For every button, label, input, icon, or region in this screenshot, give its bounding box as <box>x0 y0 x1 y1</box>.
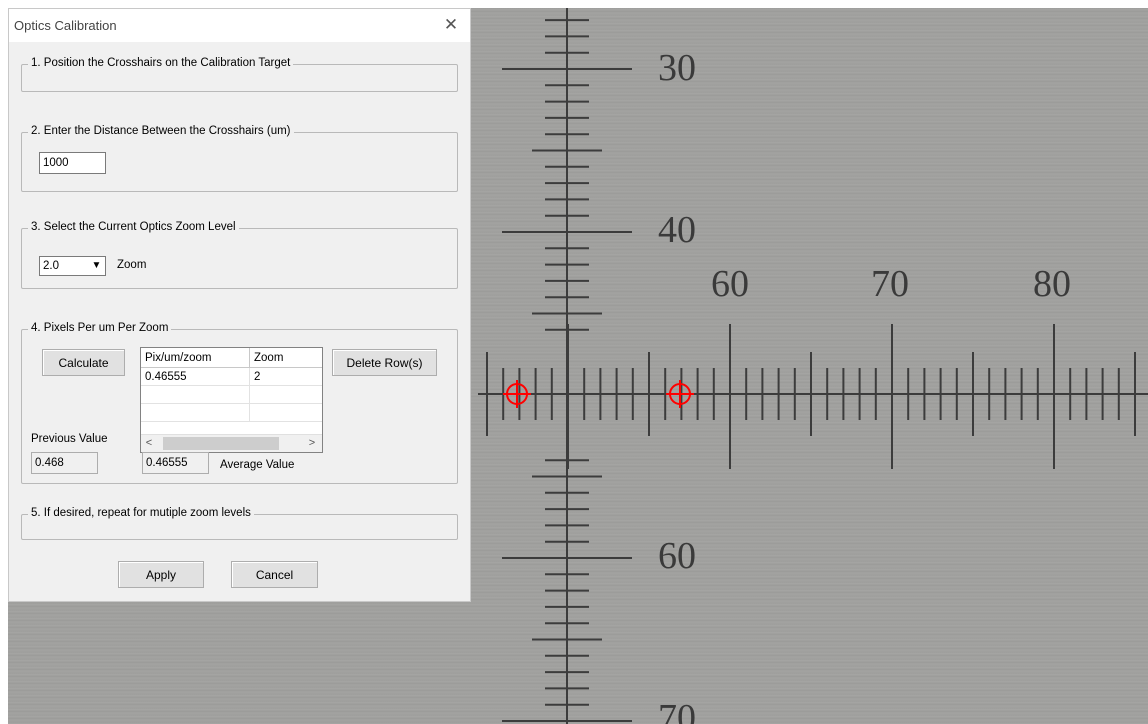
scale-label-v3: 60 <box>658 535 696 577</box>
grid-cell-pix[interactable]: 0.46555 <box>141 368 250 386</box>
distance-input[interactable]: 1000 <box>39 152 106 174</box>
scale-label-v4: 70 <box>658 697 696 724</box>
optics-calibration-dialog: Optics Calibration ✕ 1. Position the Cro… <box>8 8 471 602</box>
scroll-thumb[interactable] <box>163 437 279 450</box>
scale-label-h2: 70 <box>871 263 909 305</box>
crosshair-right-icon[interactable] <box>666 380 694 408</box>
dropdown-arrow-icon[interactable]: ▼ <box>88 257 105 275</box>
step3-legend: 3. Select the Current Optics Zoom Level <box>28 221 239 233</box>
grid-empty-cell <box>250 404 322 422</box>
average-value-label: Average Value <box>220 459 295 471</box>
step5-legend: 5. If desired, repeat for mutiple zoom l… <box>28 507 254 519</box>
grid-empty-cell <box>141 386 250 404</box>
scale-label-h3: 80 <box>1033 263 1071 305</box>
grid-header-pix[interactable]: Pix/um/zoom <box>141 348 250 368</box>
cancel-button[interactable]: Cancel <box>231 561 318 588</box>
zoom-label: Zoom <box>117 259 147 271</box>
previous-value-field: 0.468 <box>31 452 98 474</box>
step5-group: 5. If desired, repeat for mutiple zoom l… <box>21 507 458 540</box>
step1-legend: 1. Position the Crosshairs on the Calibr… <box>28 57 294 69</box>
scroll-left-icon[interactable]: < <box>145 437 153 449</box>
zoom-selected-value: 2.0 <box>43 260 59 272</box>
close-icon[interactable]: ✕ <box>443 15 459 34</box>
scroll-right-icon[interactable]: > <box>308 437 316 449</box>
step4-legend: 4. Pixels Per um Per Zoom <box>28 322 172 334</box>
crosshair-left-icon[interactable] <box>503 380 531 408</box>
delete-rows-button[interactable]: Delete Row(s) <box>332 349 437 376</box>
previous-value-label: Previous Value <box>31 433 108 445</box>
average-value-field: 0.46555 <box>142 452 209 474</box>
step2-group: 2. Enter the Distance Between the Crossh… <box>21 125 458 192</box>
apply-button[interactable]: Apply <box>118 561 204 588</box>
scale-label-v1: 30 <box>658 47 696 89</box>
grid-empty-cell <box>141 404 250 422</box>
scale-label-v2: 40 <box>658 209 696 251</box>
grid-cell-zoom[interactable]: 2 <box>250 368 322 386</box>
scale-label-h1: 60 <box>711 263 749 305</box>
zoom-level-select[interactable]: 2.0 ▼ <box>39 256 106 276</box>
grid-empty-cell <box>250 386 322 404</box>
zoom-data-grid[interactable]: Pix/um/zoom Zoom 0.46555 2 < > <box>140 347 323 453</box>
dialog-title: Optics Calibration <box>14 18 117 33</box>
calibration-scale: 30 40 60 70 60 70 80 <box>478 8 1148 724</box>
step1-group: 1. Position the Crosshairs on the Calibr… <box>21 57 458 92</box>
step2-legend: 2. Enter the Distance Between the Crossh… <box>28 125 294 137</box>
step3-group: 3. Select the Current Optics Zoom Level <box>21 221 458 289</box>
grid-header-zoom[interactable]: Zoom <box>250 348 322 368</box>
title-bar[interactable]: Optics Calibration ✕ <box>9 9 470 42</box>
step4-group: 4. Pixels Per um Per Zoom <box>21 322 458 484</box>
grid-horizontal-scrollbar[interactable]: < > <box>141 434 322 452</box>
calculate-button[interactable]: Calculate <box>42 349 125 376</box>
